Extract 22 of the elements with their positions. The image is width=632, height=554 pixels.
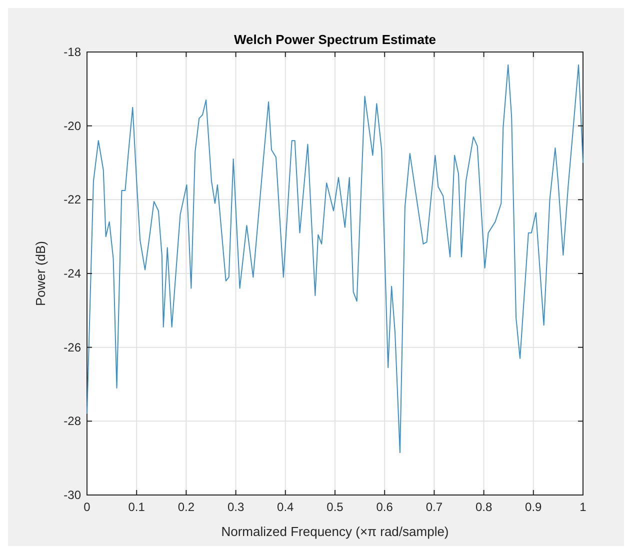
x-tick-label: 1 bbox=[580, 500, 587, 514]
chart-title: Welch Power Spectrum Estimate bbox=[234, 32, 436, 47]
line-series bbox=[86, 64, 584, 454]
x-tick-label: 0.1 bbox=[128, 500, 146, 514]
y-tick-label: -30 bbox=[64, 488, 82, 502]
y-tick-label: -26 bbox=[64, 340, 82, 354]
x-tick-label: 0.2 bbox=[178, 500, 195, 514]
y-tick-label: -20 bbox=[64, 118, 82, 133]
x-tick-label: 0.4 bbox=[277, 500, 294, 514]
x-tick-label: 0 bbox=[84, 500, 91, 514]
x-tick-label: 0.9 bbox=[525, 500, 542, 514]
y-tick-label: -28 bbox=[64, 414, 82, 428]
x-tick-label: 0.5 bbox=[326, 500, 344, 514]
x-tick-label: 0.3 bbox=[227, 500, 244, 514]
x-tick-label: 0.8 bbox=[475, 500, 492, 514]
y-tick-label: -24 bbox=[64, 266, 82, 280]
y-tick-label: -18 bbox=[64, 45, 82, 59]
y-axis-title: Power (dB) bbox=[33, 240, 48, 306]
x-tick-label: 0.7 bbox=[426, 500, 443, 514]
y-tick-label: -22 bbox=[64, 192, 82, 207]
x-axis-title: Normalized Frequency (×π rad/sample) bbox=[221, 524, 449, 539]
x-tick-label: 0.6 bbox=[376, 500, 394, 514]
